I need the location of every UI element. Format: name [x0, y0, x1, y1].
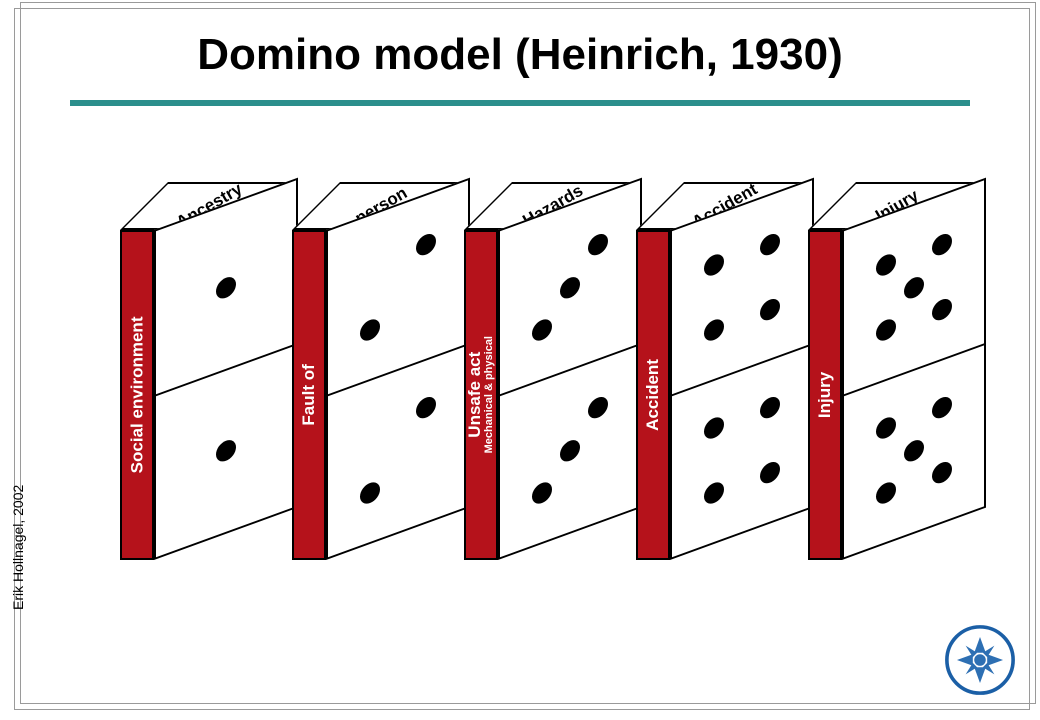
domino-pip	[532, 316, 552, 343]
domino-pip	[560, 274, 580, 301]
domino-pip	[876, 479, 896, 506]
domino-spine-label: Social environment	[127, 317, 146, 474]
domino-spine: Accident	[636, 230, 670, 560]
domino-pip	[588, 394, 608, 421]
domino-3: HazardsUnsafe actMechanical & physical	[464, 230, 594, 560]
domino-pip	[532, 479, 552, 506]
domino-face	[154, 178, 298, 560]
domino-face	[670, 178, 814, 560]
domino-pip	[704, 479, 724, 506]
domino-spine: Fault of	[292, 230, 326, 560]
domino-pip	[932, 296, 952, 323]
domino-2: personFault of	[292, 230, 422, 560]
domino-spine-label: Injury	[815, 372, 834, 418]
domino-pip	[360, 479, 380, 506]
domino-pip	[932, 231, 952, 258]
domino-pip	[876, 251, 896, 278]
domino-pip	[588, 231, 608, 258]
domino-pip	[760, 394, 780, 421]
domino-diagram: AncestrySocial environment personFault of…	[120, 230, 960, 600]
domino-pip	[904, 437, 924, 464]
domino-pip	[932, 394, 952, 421]
domino-1: AncestrySocial environment	[120, 230, 250, 560]
domino-spine: Unsafe actMechanical & physical	[464, 230, 498, 560]
domino-4: AccidentAccident	[636, 230, 766, 560]
domino-pip	[704, 251, 724, 278]
domino-pip	[216, 274, 236, 301]
domino-spine: Injury	[808, 230, 842, 560]
domino-5: InjuryInjury	[808, 230, 938, 560]
domino-pip	[876, 316, 896, 343]
domino-pip	[416, 394, 436, 421]
university-logo	[944, 624, 1016, 696]
domino-pip	[560, 437, 580, 464]
domino-spine-label: Accident	[643, 359, 662, 431]
title-underline	[70, 100, 970, 106]
domino-spine-label: Unsafe act	[465, 352, 484, 438]
domino-pip	[932, 459, 952, 486]
author-credit: Erik Hollnagel, 2002	[10, 485, 26, 610]
domino-pip	[216, 437, 236, 464]
domino-spine-label: Fault of	[299, 364, 318, 425]
domino-face	[498, 178, 642, 560]
domino-face	[842, 178, 986, 560]
domino-spine: Social environment	[120, 230, 154, 560]
slide-title: Domino model (Heinrich, 1930)	[0, 30, 1040, 80]
domino-pip	[704, 414, 724, 441]
domino-pip	[416, 231, 436, 258]
domino-face	[326, 178, 470, 560]
domino-pip	[904, 274, 924, 301]
domino-pip	[760, 296, 780, 323]
domino-pip	[760, 231, 780, 258]
domino-pip	[760, 459, 780, 486]
domino-pip	[360, 316, 380, 343]
domino-spine-sublabel: Mechanical & physical	[484, 336, 496, 453]
domino-pip	[704, 316, 724, 343]
domino-pip	[876, 414, 896, 441]
